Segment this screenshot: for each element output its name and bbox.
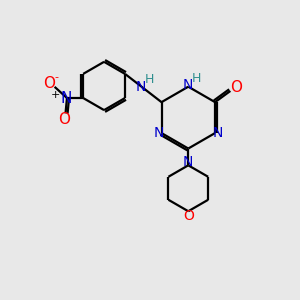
Text: O: O bbox=[43, 76, 55, 91]
Text: O: O bbox=[230, 80, 242, 95]
Text: N: N bbox=[136, 80, 146, 94]
Text: N: N bbox=[183, 78, 194, 92]
Text: N: N bbox=[183, 155, 194, 169]
Text: N: N bbox=[213, 126, 223, 140]
Text: N: N bbox=[153, 126, 164, 140]
Text: O: O bbox=[58, 112, 70, 127]
Text: H: H bbox=[192, 72, 201, 85]
Text: N: N bbox=[61, 91, 72, 106]
Text: +: + bbox=[51, 90, 61, 100]
Text: -: - bbox=[54, 72, 58, 82]
Text: O: O bbox=[183, 209, 194, 223]
Text: H: H bbox=[145, 73, 154, 86]
